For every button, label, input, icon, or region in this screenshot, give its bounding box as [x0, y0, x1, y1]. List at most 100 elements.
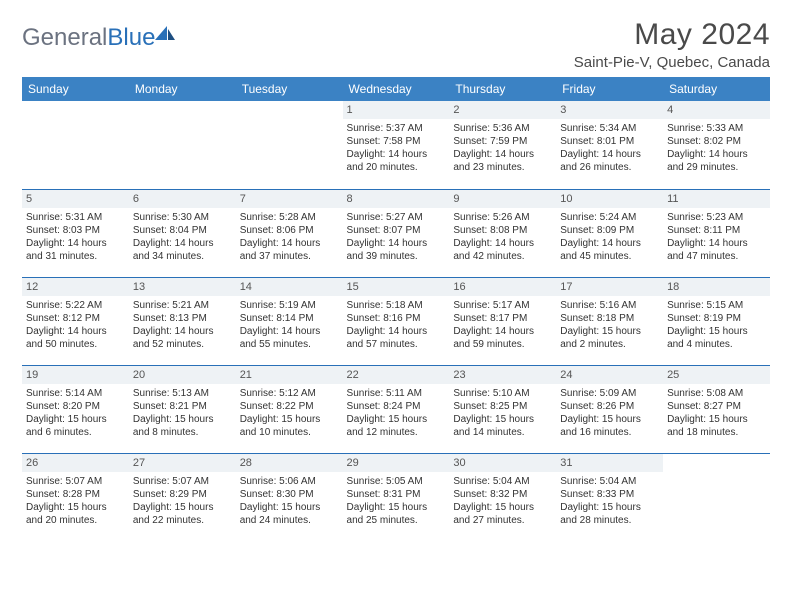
sunset-text: Sunset: 8:31 PM	[347, 488, 446, 501]
daylight-text: and 6 minutes.	[26, 426, 125, 439]
day-number: 24	[556, 366, 663, 384]
calendar-cell: 27Sunrise: 5:07 AMSunset: 8:29 PMDayligh…	[129, 453, 236, 541]
daylight-text: and 42 minutes.	[453, 250, 552, 263]
day-header: Monday	[129, 77, 236, 101]
day-number: 6	[129, 190, 236, 208]
daylight-text: and 14 minutes.	[453, 426, 552, 439]
daylight-text: Daylight: 15 hours	[560, 325, 659, 338]
daylight-text: Daylight: 15 hours	[667, 413, 766, 426]
day-number: 12	[22, 278, 129, 296]
calendar-cell: 22Sunrise: 5:11 AMSunset: 8:24 PMDayligh…	[343, 365, 450, 453]
sunset-text: Sunset: 8:06 PM	[240, 224, 339, 237]
sunrise-text: Sunrise: 5:34 AM	[560, 122, 659, 135]
sunset-text: Sunset: 8:17 PM	[453, 312, 552, 325]
sunrise-text: Sunrise: 5:05 AM	[347, 475, 446, 488]
day-number: 10	[556, 190, 663, 208]
sunset-text: Sunset: 8:03 PM	[26, 224, 125, 237]
calendar-week: 26Sunrise: 5:07 AMSunset: 8:28 PMDayligh…	[22, 453, 770, 541]
day-number: 20	[129, 366, 236, 384]
sunrise-text: Sunrise: 5:12 AM	[240, 387, 339, 400]
day-number: 7	[236, 190, 343, 208]
sunset-text: Sunset: 8:27 PM	[667, 400, 766, 413]
sunset-text: Sunset: 8:24 PM	[347, 400, 446, 413]
day-header: Wednesday	[343, 77, 450, 101]
day-number: 2	[449, 101, 556, 119]
daylight-text: Daylight: 14 hours	[560, 237, 659, 250]
day-number: 18	[663, 278, 770, 296]
calendar-week: 12 Sunrise: 5:22 AMSunset: 8:12 PM Dayligh…	[22, 277, 770, 365]
calendar-table: Sunday Monday Tuesday Wednesday Thursday…	[22, 77, 770, 541]
sunrise-text: Sunrise: 5:27 AM	[347, 211, 446, 224]
calendar-cell: 14Sunrise: 5:19 AMSunset: 8:14 PMDayligh…	[236, 277, 343, 365]
sunset-text: Sunset: 8:08 PM	[453, 224, 552, 237]
daylight-text: Daylight: 15 hours	[133, 501, 232, 514]
sunrise-text: Sunrise: 5:21 AM	[133, 299, 232, 312]
sunrise-text: Sunrise: 5:22 AM	[26, 299, 125, 312]
daylight-text: and 45 minutes.	[560, 250, 659, 263]
sunrise-text: Sunrise: 5:07 AM	[133, 475, 232, 488]
calendar-cell: 3Sunrise: 5:34 AMSunset: 8:01 PMDaylight…	[556, 101, 663, 189]
calendar-cell: 21Sunrise: 5:12 AMSunset: 8:22 PMDayligh…	[236, 365, 343, 453]
calendar-cell: 6Sunrise: 5:30 AMSunset: 8:04 PMDaylight…	[129, 189, 236, 277]
sunrise-text: Sunrise: 5:07 AM	[26, 475, 125, 488]
daylight-text: Daylight: 14 hours	[240, 325, 339, 338]
day-header: Friday	[556, 77, 663, 101]
calendar-cell: 12Sunrise: 5:22 AMSunset: 8:12 PMDayligh…	[22, 277, 129, 365]
sunset-text: Sunset: 8:11 PM	[667, 224, 766, 237]
sunrise-text: Sunrise: 5:15 AM	[667, 299, 766, 312]
calendar-cell	[236, 101, 343, 189]
daylight-text: and 50 minutes.	[26, 338, 125, 351]
brand-logo: GeneralBlue	[22, 18, 177, 52]
daylight-text: Daylight: 14 hours	[26, 237, 125, 250]
day-header-row: Sunday Monday Tuesday Wednesday Thursday…	[22, 77, 770, 101]
daylight-text: and 24 minutes.	[240, 514, 339, 527]
sunset-text: Sunset: 8:07 PM	[347, 224, 446, 237]
sunrise-text: Sunrise: 5:10 AM	[453, 387, 552, 400]
day-number: 29	[343, 454, 450, 472]
calendar-cell: 25 Sunrise: 5:08 AMSunset: 8:27 PMDayligh…	[663, 365, 770, 453]
sunset-text: Sunset: 8:26 PM	[560, 400, 659, 413]
sunset-text: Sunset: 8:28 PM	[26, 488, 125, 501]
day-number: 13	[129, 278, 236, 296]
calendar-cell: 31Sunrise: 5:04 AMSunset: 8:33 PMDayligh…	[556, 453, 663, 541]
day-number: 22	[343, 366, 450, 384]
sunset-text: Sunset: 8:18 PM	[560, 312, 659, 325]
sunset-text: Sunset: 8:12 PM	[26, 312, 125, 325]
daylight-text: and 23 minutes.	[453, 161, 552, 174]
sunrise-text: Sunrise: 5:04 AM	[453, 475, 552, 488]
sunrise-text: Sunrise: 5:26 AM	[453, 211, 552, 224]
daylight-text: Daylight: 14 hours	[667, 148, 766, 161]
daylight-text: Daylight: 14 hours	[133, 325, 232, 338]
calendar-cell: 2Sunrise: 5:36 AMSunset: 7:59 PMDaylight…	[449, 101, 556, 189]
sunset-text: Sunset: 8:32 PM	[453, 488, 552, 501]
calendar-week: 1Sunrise: 5:37 AMSunset: 7:58 PMDaylight…	[22, 101, 770, 189]
sunset-text: Sunset: 8:33 PM	[560, 488, 659, 501]
calendar-cell: 10Sunrise: 5:24 AMSunset: 8:09 PMDayligh…	[556, 189, 663, 277]
month-title: May 2024	[574, 18, 770, 52]
daylight-text: and 47 minutes.	[667, 250, 766, 263]
daylight-text: and 10 minutes.	[240, 426, 339, 439]
daylight-text: Daylight: 14 hours	[240, 237, 339, 250]
calendar-cell: 24Sunrise: 5:09 AMSunset: 8:26 PMDayligh…	[556, 365, 663, 453]
daylight-text: Daylight: 14 hours	[453, 325, 552, 338]
day-number: 25	[663, 366, 770, 384]
daylight-text: Daylight: 15 hours	[453, 501, 552, 514]
brand-name: GeneralBlue	[22, 24, 155, 52]
daylight-text: and 31 minutes.	[26, 250, 125, 263]
day-number: 28	[236, 454, 343, 472]
day-number: 3	[556, 101, 663, 119]
calendar-cell: 28Sunrise: 5:06 AMSunset: 8:30 PMDayligh…	[236, 453, 343, 541]
calendar-cell: 4Sunrise: 5:33 AMSunset: 8:02 PMDaylight…	[663, 101, 770, 189]
location-text: Saint-Pie-V, Quebec, Canada	[574, 54, 770, 71]
daylight-text: Daylight: 15 hours	[560, 413, 659, 426]
sunset-text: Sunset: 8:29 PM	[133, 488, 232, 501]
sunrise-text: Sunrise: 5:08 AM	[667, 387, 766, 400]
sunrise-text: Sunrise: 5:17 AM	[453, 299, 552, 312]
calendar-cell: 8Sunrise: 5:27 AMSunset: 8:07 PMDaylight…	[343, 189, 450, 277]
daylight-text: Daylight: 14 hours	[133, 237, 232, 250]
sunrise-text: Sunrise: 5:33 AM	[667, 122, 766, 135]
calendar-cell: 20Sunrise: 5:13 AMSunset: 8:21 PMDayligh…	[129, 365, 236, 453]
day-number: 30	[449, 454, 556, 472]
daylight-text: Daylight: 15 hours	[26, 413, 125, 426]
daylight-text: and 28 minutes.	[560, 514, 659, 527]
